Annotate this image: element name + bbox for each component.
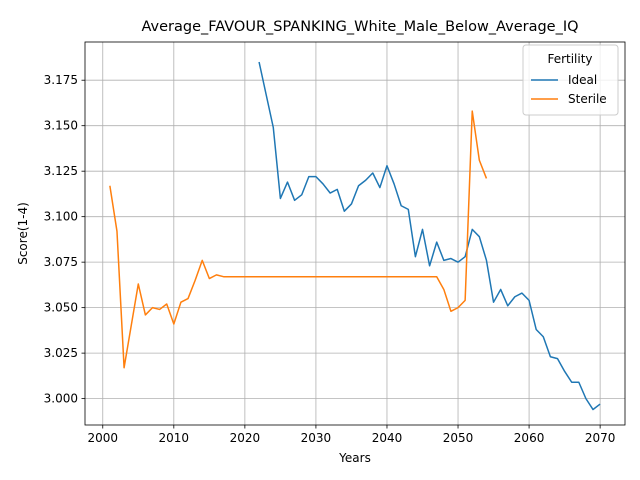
legend-title: Fertility <box>547 52 592 66</box>
chart-title: Average_FAVOUR_SPANKING_White_Male_Below… <box>141 19 578 35</box>
y-axis: 3.000 3.025 3.050 3.075 3.100 3.125 3.150 3.175 <box>44 73 85 406</box>
x-tick-label: 2060 <box>514 431 545 445</box>
y-tick-label: 3.075 <box>44 255 78 269</box>
x-axis-title: Years <box>338 451 371 465</box>
y-axis-title: Score(1-4) <box>16 202 30 265</box>
legend-box <box>522 44 619 116</box>
x-tick-label: 2040 <box>372 431 403 445</box>
x-tick-label: 2030 <box>301 431 332 445</box>
y-tick-label: 3.150 <box>44 119 78 133</box>
x-tick-label: 2050 <box>443 431 474 445</box>
grid <box>85 42 625 425</box>
x-tick-label: 2000 <box>87 431 118 445</box>
x-axis: 2000 2010 2020 2030 2040 2050 2060 2070 <box>87 425 615 445</box>
plot-frame <box>84 41 626 426</box>
series-sterile <box>109 110 488 369</box>
legend-label-sterile: Sterile <box>568 92 607 106</box>
y-tick-label: 3.175 <box>44 73 78 87</box>
legend-label-ideal: Ideal <box>568 73 597 87</box>
y-tick-label: 3.050 <box>44 301 78 315</box>
x-tick-label: 2070 <box>585 431 616 445</box>
legend: Fertility Ideal Sterile <box>522 44 619 116</box>
y-tick-label: 3.025 <box>44 346 78 360</box>
series-layer <box>109 61 601 411</box>
x-tick-label: 2010 <box>159 431 190 445</box>
y-tick-label: 3.000 <box>44 392 78 406</box>
series-ideal <box>258 61 601 411</box>
y-tick-label: 3.100 <box>44 210 78 224</box>
series-line-sterile <box>109 110 488 369</box>
y-tick-label: 3.125 <box>44 164 78 178</box>
x-tick-label: 2020 <box>230 431 261 445</box>
